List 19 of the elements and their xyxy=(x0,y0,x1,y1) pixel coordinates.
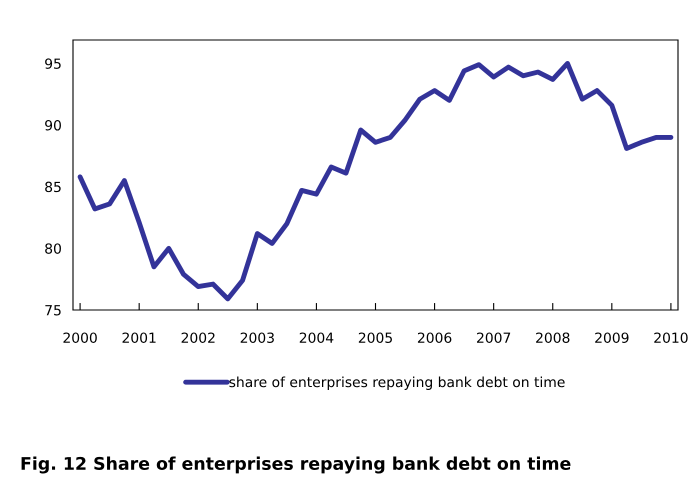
x-tick-label: 2008 xyxy=(536,332,570,343)
x-tick-label: 2001 xyxy=(122,332,156,343)
caption: Fig. 12 Share of enterprises repaying bank debt on time xyxy=(22,456,570,474)
y-tick-label: 90 xyxy=(45,120,61,131)
x-tick-label: 2005 xyxy=(358,332,392,343)
x-tick-label: 2000 xyxy=(63,332,97,343)
x-tick-label: 2003 xyxy=(240,332,274,343)
y-tick-label: 75 xyxy=(45,305,61,316)
y-tick-label: 80 xyxy=(45,243,61,254)
x-tick-label: 2010 xyxy=(654,332,688,343)
y-tick-label: 85 xyxy=(45,182,61,192)
x-tick-label: 2009 xyxy=(595,332,629,343)
legend-label: share of enterprises repaying bank debt on time xyxy=(229,376,565,390)
line-series xyxy=(78,60,674,302)
x-tick-label: 2006 xyxy=(418,332,452,343)
x-tick-label: 2002 xyxy=(182,332,215,343)
x-tick-label: 2007 xyxy=(477,332,510,343)
x-tick-label: 2004 xyxy=(300,332,334,343)
y-tick-label: 95 xyxy=(45,58,61,69)
